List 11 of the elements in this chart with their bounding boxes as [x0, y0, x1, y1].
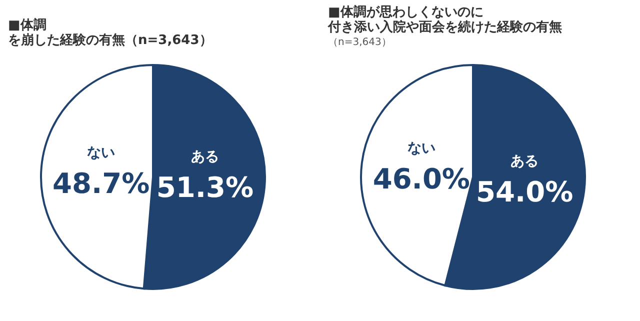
data-label: 46.0%	[372, 162, 470, 196]
slice-label: ない	[87, 144, 116, 161]
slice-label: ある	[190, 149, 219, 166]
chart-title: ■体調が思わしくないのに付き添い入院や面会を続けた経験の有無	[327, 4, 562, 35]
data-label: 48.7%	[52, 166, 150, 200]
data-label: 54.0%	[476, 176, 574, 209]
slice-label: ある	[510, 154, 539, 170]
chart-subtitle: （n=3,643）	[328, 37, 392, 48]
chart-title: ■体調を崩した経験の有無（n=3,643）	[8, 17, 212, 48]
data-label: 51.3%	[156, 171, 254, 204]
slice-label: ない	[407, 140, 436, 156]
